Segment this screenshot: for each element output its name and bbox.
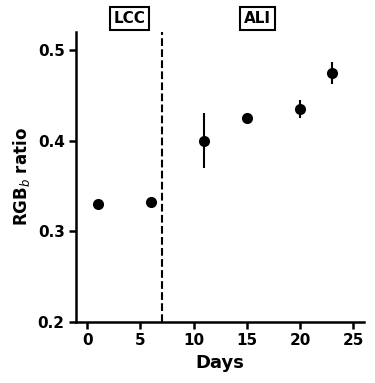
Y-axis label: RGB$_b$ ratio: RGB$_b$ ratio [11, 128, 32, 226]
Text: ALI: ALI [244, 11, 271, 26]
Text: LCC: LCC [114, 11, 146, 26]
X-axis label: Days: Days [196, 354, 244, 372]
